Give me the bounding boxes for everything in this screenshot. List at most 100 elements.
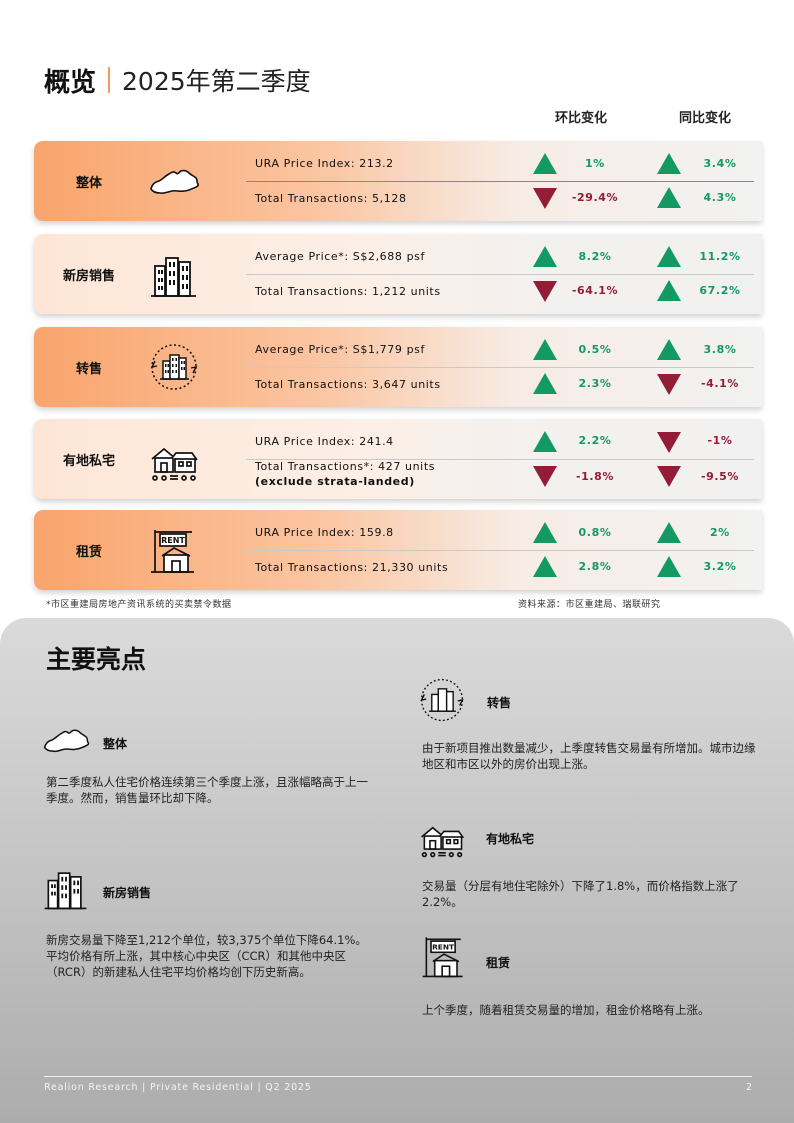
summary-row-overall: 整体 URA Price Index: 213.2 Total Transact… (34, 141, 762, 221)
up-arrow-icon (657, 556, 681, 577)
highlight-overall-text: 第二季度私人住宅价格连续第三个季度上涨，且涨幅略高于上一季度。然而，销售量环比却… (46, 775, 368, 805)
up-arrow-icon (657, 280, 681, 301)
new-buildings-icon (146, 246, 202, 302)
summary-row-rental: 租赁 RENT URA Price Index: 159.8 Total Tra… (34, 510, 762, 590)
footer-divider (44, 1076, 752, 1077)
landed-house-icon (416, 811, 468, 863)
up-arrow-icon (657, 246, 681, 267)
page-header: 概览 2025年第二季度 (44, 62, 311, 98)
up-arrow-icon (533, 246, 557, 267)
summary-row-landed: 有地私宅 URA Price Index: 241.4 Total Transa… (34, 419, 762, 499)
yoy-change: 3.4% (703, 157, 737, 170)
row-divider (246, 181, 754, 182)
row-label: 整体 (75, 175, 102, 191)
qoq-change: -64.1% (571, 284, 619, 297)
summary-row-resale: 转售 Average Price*: S$1,779 psf Total Tra… (34, 327, 762, 407)
qoq-change: 2.2% (578, 434, 612, 447)
row-label: 有地私宅 (62, 453, 115, 469)
data-footnote: *市区重建局房地产资讯系统的买卖禁令数据 (46, 600, 232, 610)
singapore-map-icon (40, 714, 92, 766)
rent-sign-text: RENT (432, 943, 455, 952)
up-arrow-icon (533, 522, 557, 543)
up-arrow-icon (657, 522, 681, 543)
page-footer: Realion Research | Private Residential |… (44, 1082, 312, 1093)
metric-2: Total Transactions*: 427 units (exclude … (255, 459, 435, 489)
metric-1: Average Price*: S$2,688 psf (255, 250, 425, 263)
up-arrow-icon (533, 373, 557, 394)
row-label: 新房销售 (62, 268, 115, 284)
down-arrow-icon (657, 466, 681, 487)
up-arrow-icon (533, 339, 557, 360)
highlight-new-sales-text: 新房交易量下降至1,212个单位，较3,375个单位下降64.1%。平均价格有所… (46, 933, 367, 979)
up-arrow-icon (657, 339, 681, 360)
metric-1: URA Price Index: 159.8 (255, 526, 394, 539)
rent-house-icon: RENT (418, 930, 470, 982)
row-divider (246, 550, 754, 551)
row-divider (246, 459, 754, 460)
page-period: 2025年第二季度 (122, 67, 311, 96)
down-arrow-icon (533, 188, 557, 209)
row-divider (246, 367, 754, 368)
up-arrow-icon (657, 153, 681, 174)
metric-2: Total Transactions: 1,212 units (255, 285, 441, 298)
resale-building-icon (416, 674, 468, 726)
qoq-change: -1.8% (575, 470, 615, 483)
up-arrow-icon (533, 431, 557, 452)
yoy-change: -4.1% (700, 377, 740, 390)
qoq-change: -29.4% (571, 191, 619, 204)
row-label: 转售 (75, 361, 102, 377)
landed-house-icon (146, 431, 202, 487)
singapore-map-icon (146, 153, 202, 209)
yoy-change: 67.2% (699, 284, 741, 297)
highlight-resale-heading: 转售 (487, 696, 512, 710)
resale-building-icon (146, 339, 202, 395)
down-arrow-icon (533, 466, 557, 487)
highlight-rental-text: 上个季度，随着租赁交易量的增加，租金价格略有上涨。 (422, 1003, 710, 1017)
metric-2: Total Transactions: 21,330 units (255, 561, 449, 574)
down-arrow-icon (657, 432, 681, 453)
qoq-change: 1% (585, 157, 605, 170)
title-divider (108, 67, 111, 93)
highlight-landed-text: 交易量（分层有地住宅除外）下降了1.8%，而价格指数上涨了2.2%。 (422, 879, 739, 909)
metric-2: Total Transactions: 3,647 units (255, 378, 441, 391)
page-title: 概览 (44, 67, 97, 98)
rent-house-icon: RENT (146, 522, 202, 578)
highlight-landed-heading: 有地私宅 (486, 832, 535, 846)
yoy-change: 3.8% (703, 343, 737, 356)
row-divider (246, 274, 754, 275)
yoy-change: 11.2% (699, 250, 741, 263)
metric-2-line: Total Transactions*: 427 units (255, 460, 436, 473)
yoy-change: 3.2% (703, 560, 737, 573)
down-arrow-icon (533, 281, 557, 302)
metric-2: Total Transactions: 5,128 (255, 192, 407, 205)
metric-2-note: (exclude strata-landed) (255, 475, 415, 488)
summary-row-new-sales: 新房销售 Average Price*: S$2,688 psf Total T… (34, 234, 762, 314)
metric-1: URA Price Index: 241.4 (255, 435, 394, 448)
highlight-overall-heading: 整体 (103, 737, 128, 751)
highlights-panel (0, 618, 794, 1123)
new-buildings-icon (40, 862, 92, 914)
qoq-change: 2.8% (578, 560, 612, 573)
yoy-change: 2% (710, 526, 730, 539)
qoq-change: 0.8% (578, 526, 612, 539)
page-number: 2 (745, 1082, 752, 1093)
highlight-new-sales-heading: 新房销售 (103, 886, 152, 900)
data-source: 资料来源：市区重建局、瑞联研究 (518, 600, 661, 610)
rent-sign-text: RENT (161, 536, 185, 545)
up-arrow-icon (533, 556, 557, 577)
row-label: 租赁 (75, 544, 102, 560)
down-arrow-icon (657, 374, 681, 395)
qoq-change: 8.2% (578, 250, 612, 263)
yoy-change: -1% (707, 434, 733, 447)
up-arrow-icon (657, 187, 681, 208)
column-header-yoy: 同比变化 (678, 111, 731, 126)
highlight-resale-text: 由于新项目推出数量减少，上季度转售交易量有所增加。城市边缘地区和市区以外的房价出… (422, 741, 756, 771)
metric-1: URA Price Index: 213.2 (255, 157, 394, 170)
up-arrow-icon (533, 153, 557, 174)
metric-1: Average Price*: S$1,779 psf (255, 343, 425, 356)
column-header-qoq: 环比变化 (554, 111, 607, 126)
yoy-change: -9.5% (700, 470, 740, 483)
highlight-rental-heading: 租赁 (486, 956, 511, 970)
qoq-change: 2.3% (578, 377, 612, 390)
qoq-change: 0.5% (578, 343, 612, 356)
